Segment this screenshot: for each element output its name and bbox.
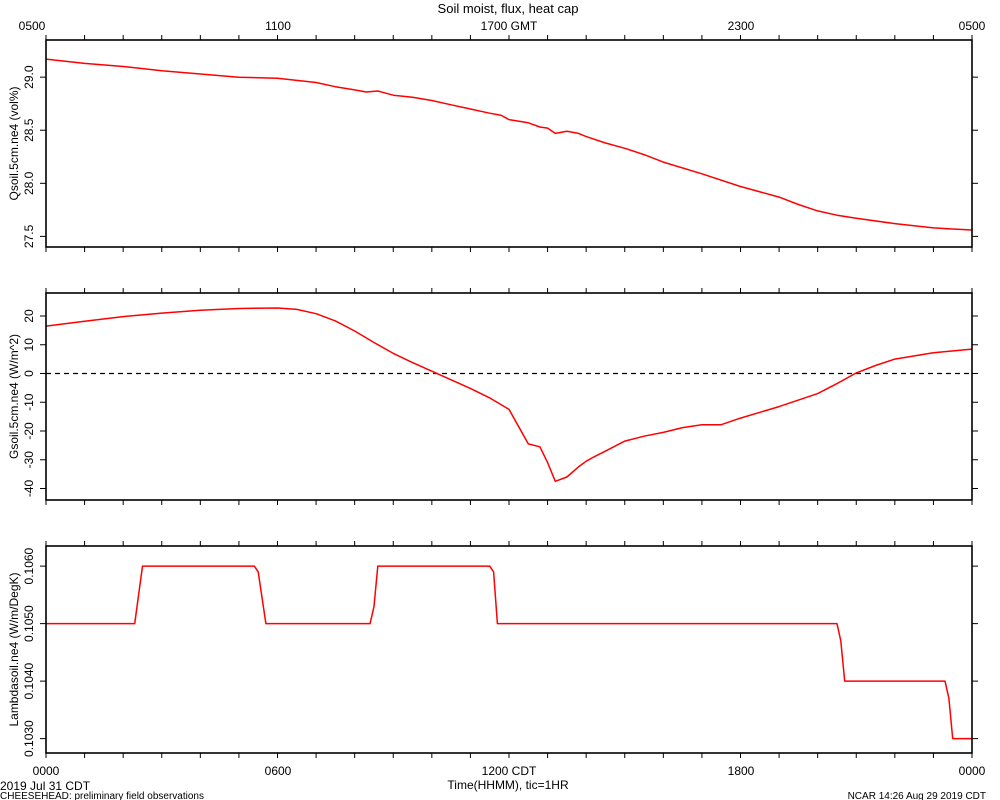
chart-title: Soil moist, flux, heat cap bbox=[438, 1, 579, 16]
bottom-tick-label: 0600 bbox=[265, 764, 292, 778]
y-tick-label: 29.0 bbox=[22, 65, 36, 89]
y-tick-label: -40 bbox=[22, 480, 36, 498]
top-tick-label: 1100 bbox=[265, 19, 291, 33]
top-tick-label: 2300 bbox=[728, 19, 755, 33]
footer-credit: NCAR 14:26 Aug 29 2019 CDT bbox=[848, 791, 986, 800]
x-axis-label: Time(HHMM), tic=1HR bbox=[447, 778, 569, 792]
y-tick-label: 0.1040 bbox=[22, 662, 36, 699]
plot-frame bbox=[45, 545, 973, 754]
top-tick-label: 0500 bbox=[19, 19, 46, 33]
plot-frame bbox=[45, 39, 973, 248]
y-tick-label: 0.1030 bbox=[22, 720, 36, 757]
y-axis-label: Gsoil.5cm.ne4 (W/m^2) bbox=[7, 334, 21, 459]
bottom-time-axis: 0000 0600 1200 CDT 1800 0000 Time(HHMM),… bbox=[33, 764, 986, 792]
bottom-tick-label: 1200 CDT bbox=[482, 764, 537, 778]
y-axis-label: Lambdasoil.ne4 (W/m/DegK) bbox=[7, 572, 21, 726]
y-tick-label: 0 bbox=[22, 370, 36, 377]
footer-project: CHEESEHEAD: preliminary field observatio… bbox=[0, 791, 204, 800]
y-tick-label: -30 bbox=[22, 451, 36, 469]
bottom-tick-label: 0000 bbox=[959, 764, 986, 778]
y-tick-label: -10 bbox=[22, 393, 36, 411]
top-time-axis: 0500 1100 1700 GMT 2300 0500 bbox=[19, 19, 986, 33]
y-tick-label: -20 bbox=[22, 422, 36, 440]
data-series-line bbox=[45, 58, 973, 231]
data-series-line bbox=[45, 307, 973, 483]
plot-frame bbox=[45, 292, 973, 501]
y-tick-label: 0.1050 bbox=[22, 605, 36, 642]
bottom-tick-label: 0000 bbox=[33, 764, 60, 778]
y-tick-label: 28.5 bbox=[22, 118, 36, 142]
y-axis-label: Qsoil.5cm.ne4 (vol%) bbox=[7, 86, 21, 200]
y-tick-label: 0.1060 bbox=[22, 547, 36, 584]
bottom-tick-label: 1800 bbox=[728, 764, 755, 778]
y-tick-label: 20 bbox=[22, 309, 36, 323]
y-tick-label: 28.0 bbox=[22, 171, 36, 195]
y-tick-label: 27.5 bbox=[22, 224, 36, 248]
data-series-line bbox=[46, 565, 972, 740]
top-tick-label: 1700 GMT bbox=[481, 19, 538, 33]
footer-date: 2019 Jul 31 CDT bbox=[0, 779, 91, 793]
y-tick-label: 10 bbox=[22, 338, 36, 352]
top-tick-label: 0500 bbox=[959, 19, 986, 33]
